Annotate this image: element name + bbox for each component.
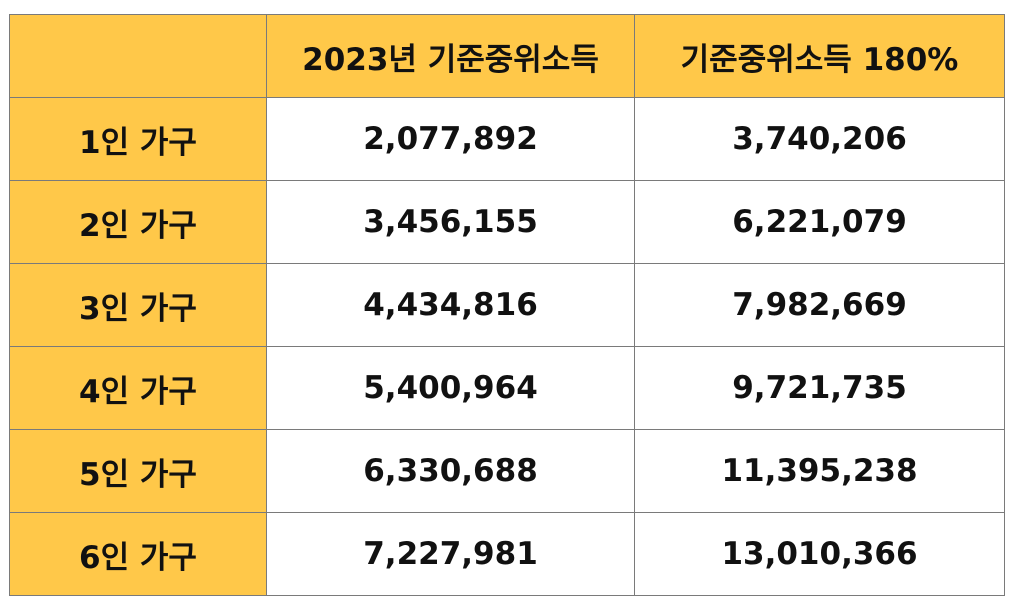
median-income-value: 3,456,155 (266, 180, 635, 264)
table-row: 5인 가구 6,330,688 11,395,238 (9, 429, 1005, 513)
household-size-label: 5인 가구 (9, 429, 267, 513)
household-size-label: 6인 가구 (9, 512, 267, 596)
median-income-table: 2023년 기준중위소득 기준중위소득 180% 1인 가구 2,077,892… (9, 14, 1005, 596)
household-size-label: 1인 가구 (9, 97, 267, 181)
median-income-value: 7,227,981 (266, 512, 635, 596)
median-income-value: 6,330,688 (266, 429, 635, 513)
household-size-label: 4인 가구 (9, 346, 267, 430)
household-size-label: 2인 가구 (9, 180, 267, 264)
median-income-180-value: 7,982,669 (634, 263, 1005, 347)
household-size-label: 3인 가구 (9, 263, 267, 347)
median-income-180-value: 6,221,079 (634, 180, 1005, 264)
header-median-income-180: 기준중위소득 180% (634, 14, 1005, 98)
income-table-container: 2023년 기준중위소득 기준중위소득 180% 1인 가구 2,077,892… (9, 14, 1005, 596)
median-income-180-value: 3,740,206 (634, 97, 1005, 181)
table-row: 6인 가구 7,227,981 13,010,366 (9, 512, 1005, 596)
table-row: 1인 가구 2,077,892 3,740,206 (9, 97, 1005, 181)
median-income-180-value: 11,395,238 (634, 429, 1005, 513)
table-row: 4인 가구 5,400,964 9,721,735 (9, 346, 1005, 430)
table-row: 3인 가구 4,434,816 7,982,669 (9, 263, 1005, 347)
median-income-180-value: 13,010,366 (634, 512, 1005, 596)
median-income-180-value: 9,721,735 (634, 346, 1005, 430)
header-median-income: 2023년 기준중위소득 (266, 14, 635, 98)
median-income-value: 2,077,892 (266, 97, 635, 181)
median-income-value: 4,434,816 (266, 263, 635, 347)
median-income-value: 5,400,964 (266, 346, 635, 430)
table-header-row: 2023년 기준중위소득 기준중위소득 180% (9, 14, 1005, 98)
table-row: 2인 가구 3,456,155 6,221,079 (9, 180, 1005, 264)
header-corner-cell (9, 14, 267, 98)
